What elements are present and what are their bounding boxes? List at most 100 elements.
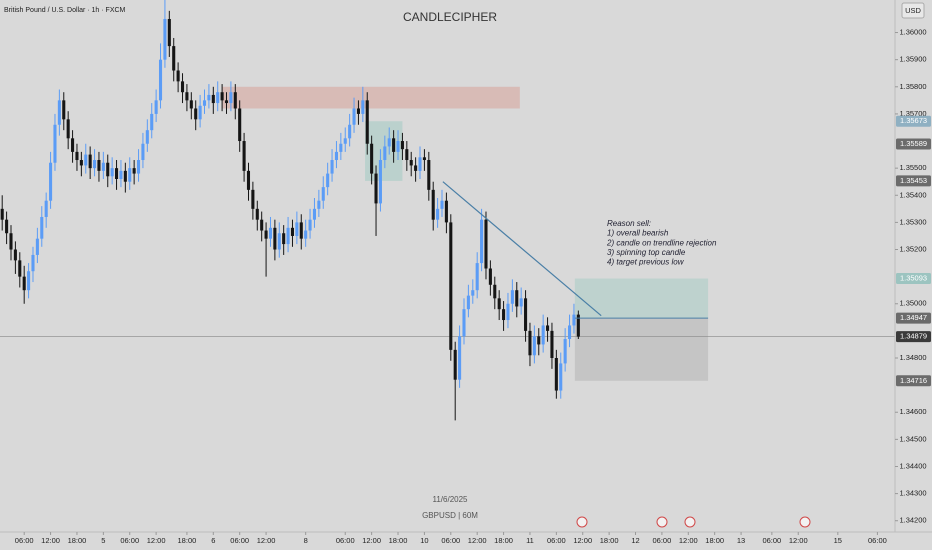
candle-body xyxy=(378,160,382,204)
candle-body xyxy=(290,227,295,236)
y-tick-label: 1.36000 xyxy=(899,28,926,37)
candle-body xyxy=(71,138,75,152)
candle-body xyxy=(312,208,316,220)
price-badge xyxy=(896,273,931,285)
currency-box[interactable] xyxy=(901,2,925,19)
candle-body xyxy=(510,290,514,304)
candle-body xyxy=(176,70,180,82)
zone xyxy=(222,86,520,109)
candle-body xyxy=(115,168,119,179)
candle-body xyxy=(66,119,70,139)
price-badge-label: 1.34716 xyxy=(900,376,927,385)
candle-body xyxy=(75,151,79,161)
candle-body xyxy=(532,336,536,356)
candle-body xyxy=(576,314,580,337)
candle-body xyxy=(396,141,400,152)
candle-body xyxy=(370,143,374,174)
candle-body xyxy=(233,92,237,109)
x-tick-label: 15 xyxy=(834,536,842,545)
zone xyxy=(574,318,709,381)
candle-body xyxy=(189,100,193,109)
y-tick-label: 1.34300 xyxy=(899,489,926,498)
candle-body xyxy=(299,222,303,239)
y-tick-label: 1.35500 xyxy=(899,163,926,172)
x-tick-label: 12:00 xyxy=(679,536,698,545)
candle-body xyxy=(348,124,352,139)
candle-body xyxy=(444,200,448,223)
event-icon[interactable] xyxy=(576,516,588,528)
candle-body xyxy=(268,227,273,239)
candle-body xyxy=(528,330,532,356)
candle-body xyxy=(163,18,167,60)
candle-body xyxy=(422,157,426,161)
candle-body xyxy=(563,339,567,364)
price-badge xyxy=(896,375,931,387)
candle-body xyxy=(330,160,334,174)
candle-body xyxy=(387,138,391,147)
candle-body xyxy=(502,309,506,321)
candle-body xyxy=(392,138,396,152)
symbol-label: GBPUSD | 60M xyxy=(422,511,478,520)
candle-body xyxy=(260,219,264,231)
candle-body xyxy=(524,298,528,331)
candle-body xyxy=(0,208,4,220)
candle-body xyxy=(5,219,9,234)
candle-body xyxy=(207,94,211,101)
candle-body xyxy=(119,170,123,179)
candle-body xyxy=(361,100,365,114)
event-icon[interactable] xyxy=(799,516,811,528)
candle-body xyxy=(466,295,470,310)
candle-body xyxy=(9,233,13,250)
candle-body xyxy=(436,208,440,220)
y-tick-label: 1.34400 xyxy=(899,461,926,470)
y-tick-label: 1.35400 xyxy=(899,190,926,199)
event-icon[interactable] xyxy=(684,516,696,528)
annotation-line: Reason sell: xyxy=(607,219,651,228)
x-tick-label: 12 xyxy=(631,536,639,545)
event-icon[interactable] xyxy=(656,516,668,528)
candle-body xyxy=(541,325,545,345)
currency[interactable]: USD xyxy=(905,6,921,15)
event-icons xyxy=(576,516,811,528)
y-tick-label: 1.34200 xyxy=(899,516,926,525)
candle-body xyxy=(277,233,281,250)
x-tick-label: 18:00 xyxy=(705,536,724,545)
candle-body xyxy=(572,314,576,326)
candle-body xyxy=(383,146,387,161)
x-tick-label: 18:00 xyxy=(494,536,513,545)
y-tick-label: 1.34500 xyxy=(899,434,926,443)
x-tick-label: 06:00 xyxy=(868,536,887,545)
candle-body xyxy=(194,108,198,120)
y-tick-label: 1.35900 xyxy=(899,55,926,64)
candle-body xyxy=(123,170,127,182)
candle-body xyxy=(141,143,145,161)
candle-body xyxy=(546,325,550,331)
candle-body xyxy=(304,230,308,239)
candle-body xyxy=(93,160,97,169)
candle-body xyxy=(295,222,299,236)
candle-body xyxy=(326,173,330,188)
candle-body xyxy=(462,309,466,337)
x-tick-label: 12:00 xyxy=(147,536,166,545)
price-badge-label: 1.35589 xyxy=(900,139,927,148)
candle-body xyxy=(110,168,114,177)
x-tick-label: 18:00 xyxy=(389,536,408,545)
candle-body xyxy=(44,200,48,217)
candle-body xyxy=(216,92,220,104)
candle-body xyxy=(220,92,224,101)
candle-body xyxy=(49,162,53,201)
candle-body xyxy=(321,187,325,201)
annotation-line: 4) target previous low xyxy=(607,258,685,267)
candle-body xyxy=(559,363,563,391)
candle-body xyxy=(53,124,57,163)
x-tick-label: 12:00 xyxy=(362,536,381,545)
y-tick-label: 1.35200 xyxy=(899,244,926,253)
candle-body xyxy=(62,100,66,120)
x-tick-label: 18:00 xyxy=(68,536,87,545)
trendline xyxy=(442,181,602,317)
candle-body xyxy=(154,100,158,114)
candle-body xyxy=(150,113,154,131)
candle-body xyxy=(453,349,457,380)
x-tick-label: 18:00 xyxy=(178,536,197,545)
zone xyxy=(574,278,709,319)
